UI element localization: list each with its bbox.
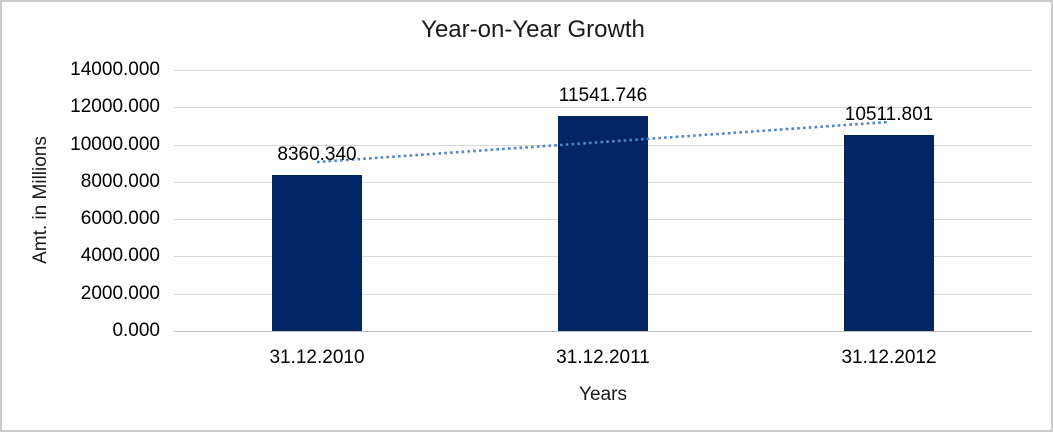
bar <box>558 115 648 331</box>
bar <box>272 175 362 331</box>
gridline <box>174 107 1032 109</box>
x-axis-line <box>174 331 1032 332</box>
y-tick-label: 6000.000 <box>80 208 160 230</box>
chart-title: Year-on-Year Growth <box>421 16 645 43</box>
x-tick-label: 31.12.2010 <box>269 347 365 368</box>
x-axis-title: Years <box>579 384 627 405</box>
y-tick-label: 2000.000 <box>80 282 160 304</box>
x-tick-label: 31.12.2012 <box>841 347 937 368</box>
gridline <box>174 70 1032 71</box>
y-tick-label: 8000.000 <box>80 170 160 192</box>
bar-value-label: 8360.340 <box>277 144 357 166</box>
y-tick-label: 12000.000 <box>70 96 160 118</box>
y-tick-label: 10000.000 <box>70 133 160 155</box>
bar <box>844 135 934 331</box>
y-tick-label: 0.000 <box>112 320 160 341</box>
y-tick-label: 14000.000 <box>70 59 160 80</box>
y-tick-label: 4000.000 <box>80 245 160 267</box>
x-tick-label: 31.12.2011 <box>556 347 650 368</box>
bar-value-label: 11541.746 <box>558 84 648 106</box>
bar-value-label: 10511.801 <box>844 104 934 126</box>
